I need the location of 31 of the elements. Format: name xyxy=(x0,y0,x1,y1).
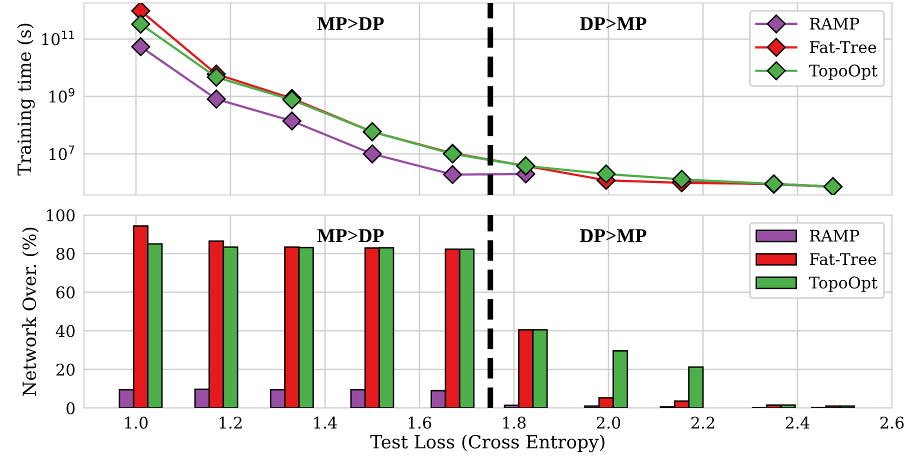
y-tick-label: 10$^{9}$ xyxy=(50,88,74,103)
x-tick-label: 1.0 xyxy=(125,416,148,429)
y-tick-label: 80 xyxy=(56,248,75,260)
legend-label: RAMP xyxy=(810,230,860,242)
annotation: DP>MP xyxy=(580,17,646,30)
y-tick-label: 10$^{11}$ xyxy=(42,30,74,46)
x-tick-label: 2.4 xyxy=(786,416,810,429)
x-tick-label: 1.4 xyxy=(314,416,337,429)
y-tick-label: 0 xyxy=(66,402,75,414)
annotation: MP>DP xyxy=(317,229,384,242)
x-tick-label: 2.2 xyxy=(691,416,714,429)
y-tick-label: 40 xyxy=(56,325,75,338)
y-axis-title: Training time (s) xyxy=(17,24,35,176)
x-tick-label: 2.6 xyxy=(880,416,904,429)
annotation: MP>DP xyxy=(317,17,384,30)
legend-label: TopoOpt xyxy=(809,64,878,80)
legend-label: RAMP xyxy=(810,18,860,30)
y-tick-label: 100 xyxy=(47,209,75,222)
x-axis-title: Test Loss (Cross Entropy) xyxy=(370,434,604,452)
x-tick-label: 1.6 xyxy=(408,416,432,429)
annotation: DP>MP xyxy=(580,229,646,242)
y-axis-title: Network Over. (%) xyxy=(22,228,39,396)
legend-label: Fat-Tree xyxy=(810,253,876,266)
y-tick-label: 60 xyxy=(56,286,75,298)
legend-label: TopoOpt xyxy=(809,276,878,292)
y-tick-label: 20 xyxy=(56,364,75,376)
x-tick-label: 2.0 xyxy=(596,416,620,429)
x-tick-label: 1.2 xyxy=(220,416,242,429)
x-tick-label: 1.8 xyxy=(503,416,526,429)
legend-label: Fat-Tree xyxy=(810,41,876,54)
y-tick-label: 10$^{7}$ xyxy=(50,146,74,160)
